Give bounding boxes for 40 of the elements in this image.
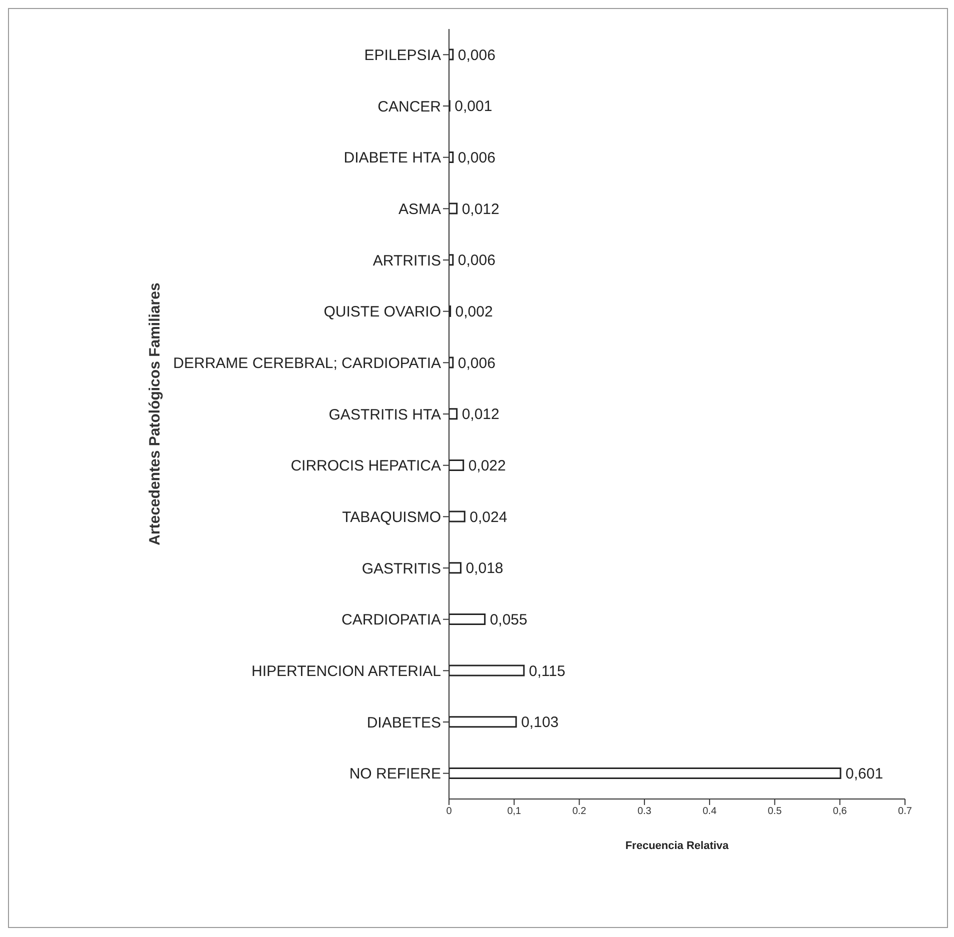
data-label: 0,022 — [468, 458, 506, 475]
x-tick-label: 0,6 — [832, 806, 848, 818]
x-tick-label: 0.4 — [702, 806, 717, 818]
y-tick-label: CIRROCIS HEPATICA — [290, 458, 441, 475]
y-tick-label: ASMA — [398, 200, 441, 218]
x-tick-label: 0.3 — [637, 806, 652, 818]
x-tick-label: 0,1 — [507, 806, 522, 818]
y-tick-label: GASTRITIS HTA — [328, 406, 441, 424]
data-label: 0,006 — [458, 252, 496, 270]
data-label: 0,006 — [458, 46, 496, 64]
data-label: 0,006 — [458, 150, 496, 167]
y-tick-label: CARDIOPATIA — [342, 612, 441, 629]
x-tick-label: 0.7 — [898, 806, 912, 818]
data-label: 0,024 — [470, 508, 508, 526]
y-tick-label: EPILEPSIA — [364, 46, 441, 64]
data-label: 0,006 — [458, 354, 496, 372]
y-tick-label: DERRAME CEREBRAL; CARDIOPATIA — [173, 354, 441, 372]
x-axis-title: Frecuencia Relativa — [625, 840, 730, 852]
data-label: 0,055 — [490, 612, 528, 629]
y-tick-label: QUISTE OVARIO — [324, 304, 441, 321]
x-tick-label: 0.2 — [572, 806, 587, 818]
data-label: 0,018 — [466, 560, 504, 578]
y-axis-title: Artecedentes Patológicos Familiares — [146, 282, 164, 546]
data-label: 0,012 — [462, 200, 500, 218]
y-tick-label: HIPERTENCION ARTERIAL — [252, 662, 441, 680]
y-tick-label: NO REFIERE — [349, 766, 441, 783]
y-tick-label: GASTRITIS — [362, 560, 441, 578]
y-tick-label: DIABETE HTA — [344, 150, 441, 167]
x-tick-label: 0.5 — [768, 806, 782, 818]
data-label: 0,601 — [846, 766, 884, 783]
data-label: 0,002 — [455, 304, 493, 321]
y-tick-label: DIABETES — [366, 714, 441, 732]
data-label: 0,103 — [521, 714, 559, 732]
y-tick-label: TABAQUISMO — [342, 508, 441, 526]
y-tick-label: CANCER — [378, 98, 442, 116]
data-label: 0,115 — [528, 662, 566, 680]
y-tick-label: ARTRITIS — [372, 252, 441, 270]
x-tick-label: 0 — [446, 806, 452, 818]
data-label: 0,001 — [454, 98, 492, 116]
data-label: 0,012 — [462, 406, 500, 424]
